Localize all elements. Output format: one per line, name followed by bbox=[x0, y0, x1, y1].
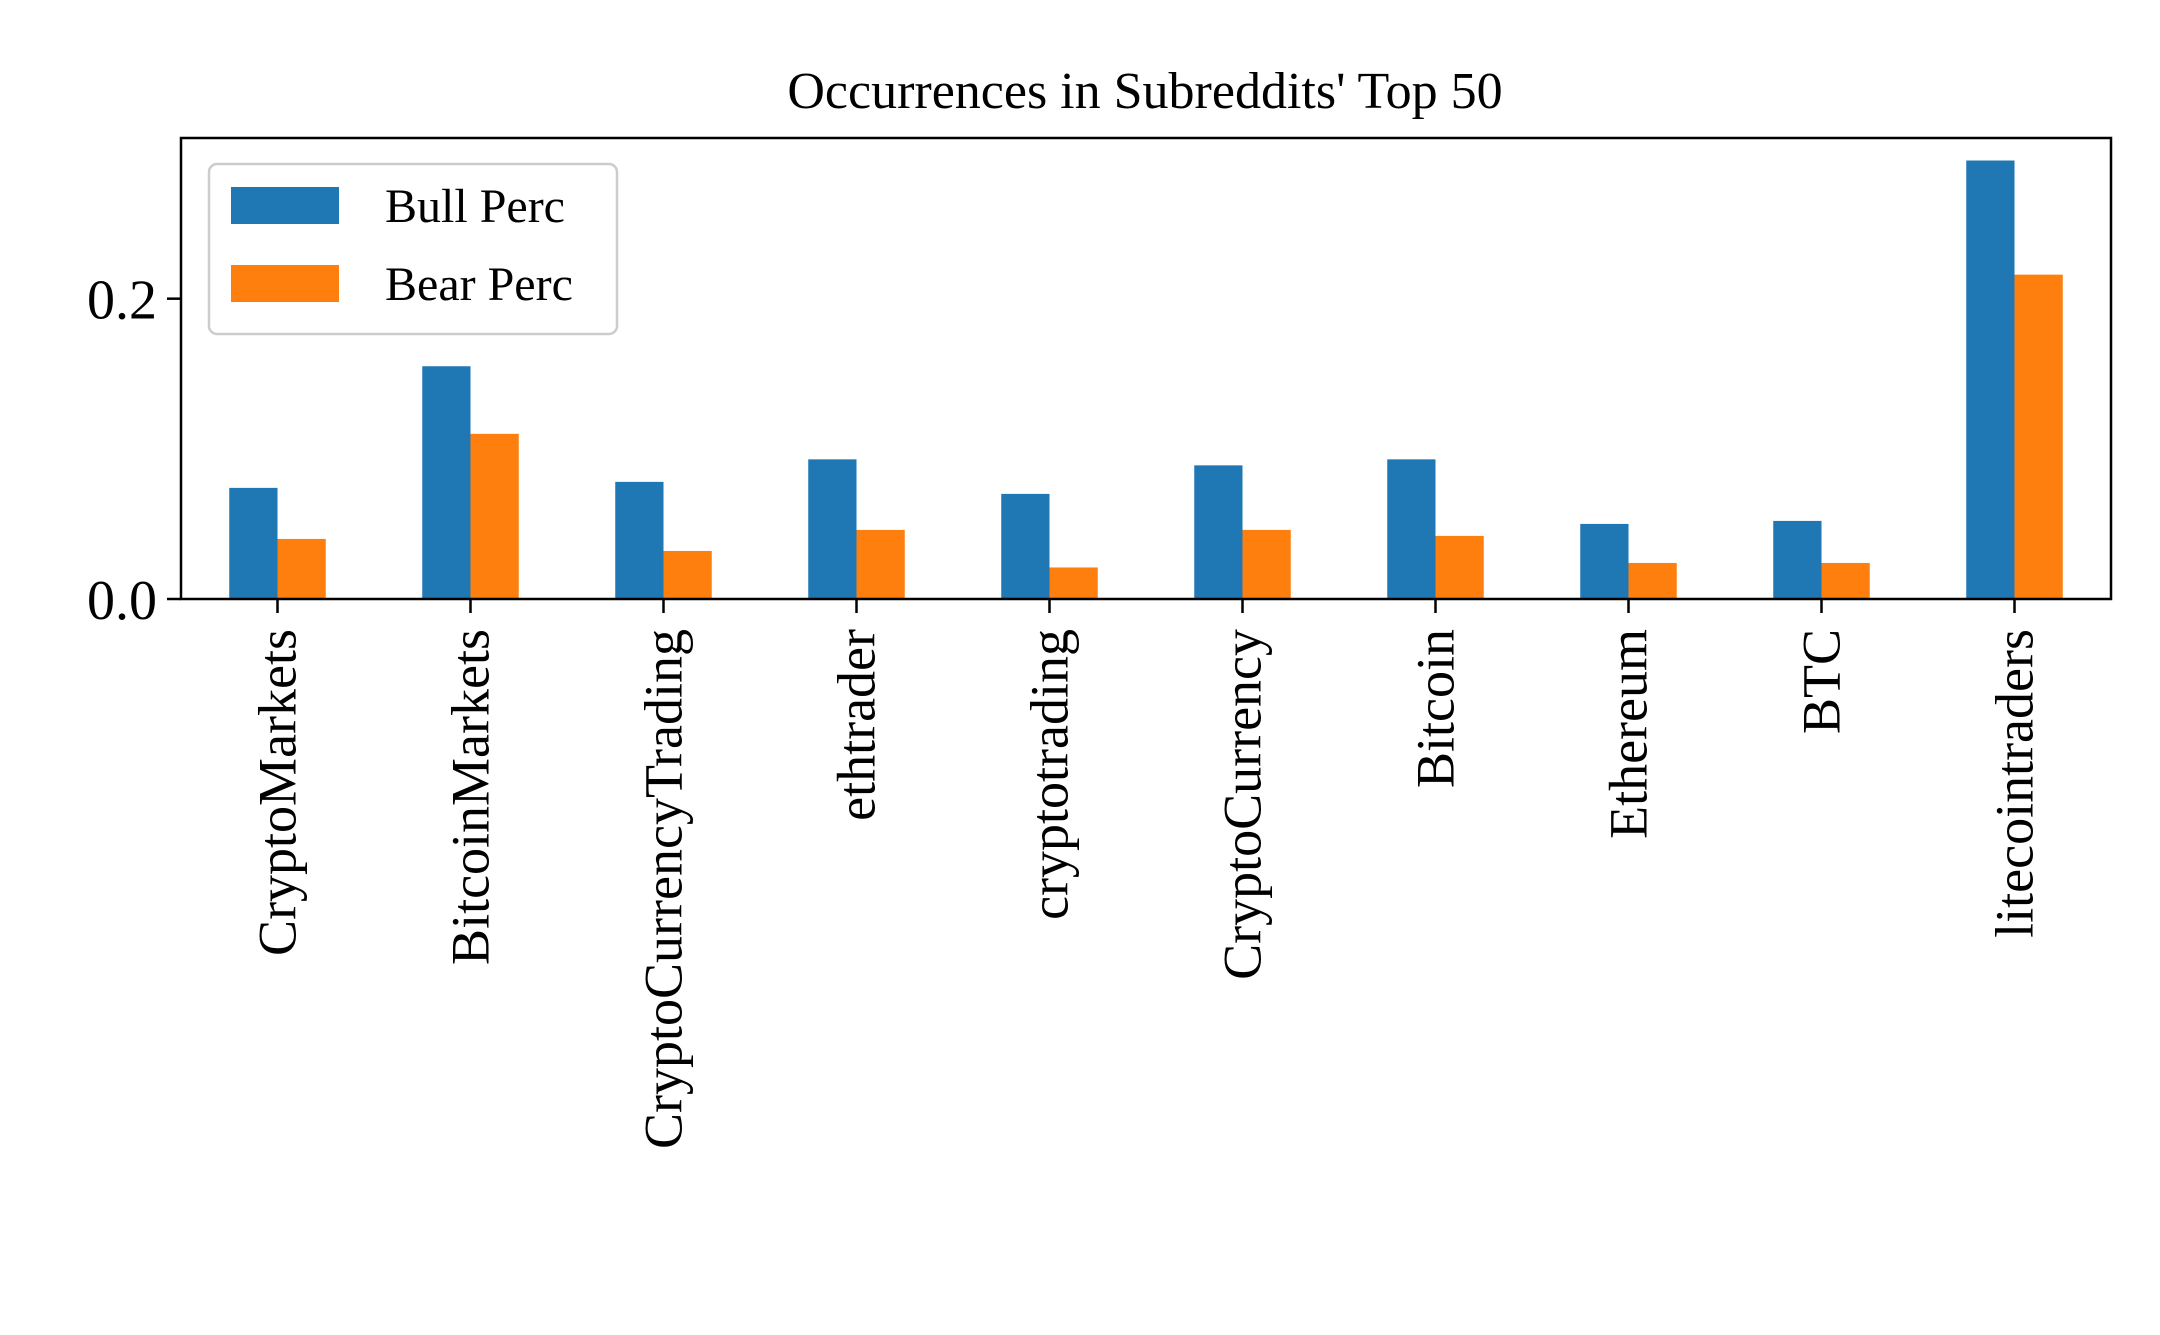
bar-bull-perc-cryptocurrency bbox=[1194, 465, 1243, 599]
bar-bear-perc-cryptocurrency bbox=[1242, 529, 1291, 599]
y-tick-label: 0.2 bbox=[87, 270, 157, 332]
plot-frame bbox=[179, 136, 2113, 601]
x-tick-label-cryptomarkets: CryptoMarkets bbox=[248, 629, 308, 956]
legend: Bull Perc Bear Perc bbox=[207, 162, 619, 336]
x-tick-label-bitcoinmarkets: BitcoinMarkets bbox=[441, 629, 501, 965]
bar-bull-perc-cryptocurrencytrading bbox=[615, 481, 664, 599]
x-tick-label-btc: BTC bbox=[1792, 629, 1852, 734]
x-tick-label-cryptocurrency: CryptoCurrency bbox=[1213, 629, 1273, 980]
legend-label-bull-perc: Bull Perc bbox=[385, 180, 565, 233]
bar-bear-perc-btc bbox=[1821, 562, 1870, 599]
legend-label-bear-perc: Bear Perc bbox=[385, 258, 573, 311]
bar-bull-perc-btc bbox=[1773, 520, 1822, 599]
y-tick-label: 0.0 bbox=[87, 570, 157, 632]
bar-bull-perc-bitcoinmarkets bbox=[422, 366, 471, 599]
legend-swatch-bull-perc bbox=[231, 187, 339, 224]
bar-bear-perc-bitcoinmarkets bbox=[470, 433, 519, 599]
bar-bear-perc-ethtrader bbox=[856, 529, 905, 599]
bar-bull-perc-ethtrader bbox=[808, 459, 857, 599]
x-axis: CryptoMarkets BitcoinMarkets CryptoCurrenc… bbox=[248, 599, 2045, 1149]
bar-bear-perc-litecointraders bbox=[2014, 274, 2063, 599]
bar-bear-perc-cryptotrading bbox=[1049, 567, 1098, 599]
x-tick-label-bitcoin: Bitcoin bbox=[1406, 629, 1466, 788]
y-axis: 0.0 0.2 bbox=[87, 270, 181, 632]
bar-bear-perc-cryptocurrencytrading bbox=[663, 550, 712, 599]
x-tick-label-cryptocurrencytrading: CryptoCurrencyTrading bbox=[634, 629, 694, 1149]
legend-swatch-bear-perc bbox=[231, 265, 339, 302]
chart-title: Occurrences in Subreddits' Top 50 bbox=[787, 63, 1502, 120]
x-tick-label-ethtrader: ethtrader bbox=[827, 629, 887, 821]
bars-group bbox=[229, 160, 2063, 599]
bar-bear-perc-ethereum bbox=[1628, 562, 1677, 599]
bar-bull-perc-ethereum bbox=[1580, 523, 1629, 599]
x-tick-label-litecointraders: litecointraders bbox=[1985, 629, 2045, 938]
bar-bear-perc-cryptomarkets bbox=[277, 538, 326, 599]
bar-bull-perc-cryptotrading bbox=[1001, 493, 1050, 599]
bar-bull-perc-bitcoin bbox=[1387, 459, 1436, 599]
bar-bull-perc-litecointraders bbox=[1966, 160, 2015, 599]
x-tick-label-cryptotrading: cryptotrading bbox=[1020, 629, 1080, 920]
bar-bear-perc-bitcoin bbox=[1435, 535, 1484, 599]
bar-bull-perc-cryptomarkets bbox=[229, 487, 278, 599]
x-tick-label-ethereum: Ethereum bbox=[1599, 629, 1659, 839]
